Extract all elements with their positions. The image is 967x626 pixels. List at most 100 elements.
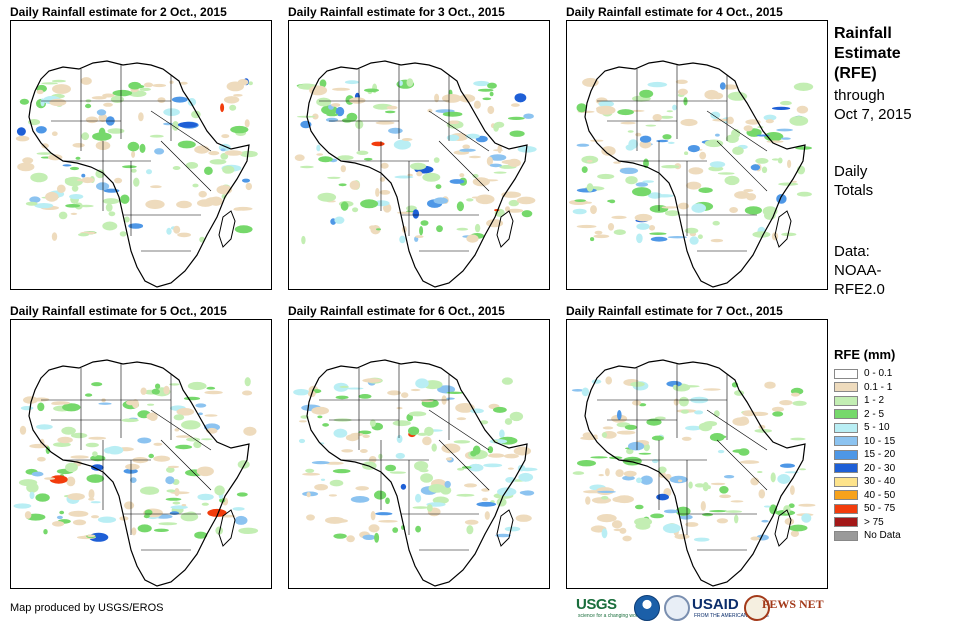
rainfall-blob (229, 104, 237, 111)
rainfall-blob (459, 148, 476, 152)
africa-coastline (28, 359, 250, 587)
rainfall-blob (78, 233, 89, 237)
rainfall-blob (731, 128, 741, 139)
rainfall-blob (102, 221, 118, 231)
rainfall-blob (356, 150, 369, 155)
rainfall-blob (493, 171, 507, 174)
rainfall-blob (628, 441, 645, 451)
rainfall-blob (13, 503, 32, 509)
rainfall-blob (664, 210, 681, 217)
rainfall-blob (793, 82, 814, 91)
rainfall-blob (458, 94, 476, 103)
rainfall-blob (25, 201, 38, 206)
rainfall-blob (51, 131, 58, 136)
rainfall-blob (650, 513, 664, 519)
rainfall-blob (772, 411, 784, 417)
rainfall-blob (680, 118, 698, 127)
rainfall-map (288, 319, 550, 589)
rainfall-blob (137, 437, 152, 444)
rainfall-blob (19, 479, 38, 487)
rainfall-blob (408, 426, 420, 436)
rainfall-blob (776, 128, 793, 132)
rainfall-blob (470, 408, 484, 414)
rainfall-blob (121, 418, 139, 423)
rainfall-blob (388, 127, 403, 134)
legend-label: 1 - 2 (864, 395, 885, 407)
rainfall-blob (788, 503, 795, 508)
rainfall-blob (663, 509, 679, 514)
rainfall-blob (360, 449, 368, 453)
rainfall-blob (145, 199, 165, 209)
legend-item: 0.1 - 1 (834, 381, 901, 395)
rainfall-blob (326, 113, 339, 117)
usaid-tagline: FROM THE AMERICAN PEOPLE (694, 613, 769, 619)
through-label: through (834, 87, 885, 104)
rainfall-blob (91, 382, 103, 387)
rainfall-blob (717, 172, 735, 175)
rainfall-blob (395, 452, 405, 459)
rainfall-blob (171, 96, 188, 103)
legend-swatch (834, 530, 858, 541)
rainfall-blob (590, 139, 604, 142)
rainfall-blob (583, 490, 603, 494)
rainfall-blob (169, 383, 180, 386)
rainfall-blob (172, 166, 181, 170)
rainfall-blob (146, 169, 152, 175)
rainfall-blob (408, 411, 427, 417)
rainfall-blob (698, 422, 713, 432)
rainfall-blob (683, 97, 688, 106)
rainfall-blob (92, 132, 112, 141)
rainfall-blob (795, 146, 812, 150)
rainfall-blob (516, 196, 536, 205)
rainfall-blob (666, 380, 682, 387)
rainfall-blob (419, 468, 429, 473)
rainfall-blob (85, 393, 93, 397)
rainfall-blob (36, 152, 53, 155)
rainfall-blob (163, 122, 173, 126)
rainfall-blob (493, 406, 507, 413)
legend-item: No Data (834, 529, 901, 543)
rainfall-blob (483, 463, 503, 468)
rainfall-blob (88, 497, 95, 501)
rainfall-blob (710, 238, 724, 243)
rainfall-blob (648, 225, 656, 231)
rainfall-blob (605, 468, 610, 477)
rainfall-blob (790, 485, 795, 496)
rainfall-blob (625, 176, 638, 185)
state-department-seal (664, 595, 690, 621)
rainfall-blob (345, 387, 364, 390)
legend-item: 20 - 30 (834, 462, 901, 476)
rainfall-blob (477, 88, 494, 92)
legend-swatch (834, 463, 858, 474)
rainfall-blob (125, 463, 140, 470)
rainfall-blob (632, 187, 652, 197)
rainfall-blob (688, 481, 693, 489)
rainfall-blob (68, 510, 89, 517)
rainfall-blob (331, 103, 341, 107)
rainfall-blob (487, 105, 495, 115)
panel-title: Daily Rainfall estimate for 3 Oct., 2015 (288, 5, 505, 19)
legend-item: 10 - 15 (834, 435, 901, 449)
rainfall-blob (704, 139, 724, 148)
rainfall-blob (616, 430, 636, 435)
rainfall-blob (433, 157, 440, 163)
rainfall-blob (392, 527, 399, 533)
rainfall-blob (601, 528, 608, 539)
rainfall-blob (91, 464, 104, 471)
rainfall-blob (221, 134, 230, 139)
rainfall-blob (422, 436, 432, 446)
rainfall-blob (30, 172, 48, 183)
rainfall-blob (29, 491, 35, 500)
rainfall-blob (401, 392, 409, 398)
rainfall-blob (64, 178, 71, 183)
rainfall-blob (24, 511, 32, 519)
rainfall-blob (43, 529, 48, 535)
rainfall-blob (334, 216, 345, 224)
panel-title: Daily Rainfall estimate for 2 Oct., 2015 (10, 5, 227, 19)
rainfall-blob (358, 394, 372, 399)
rainfall-blob (34, 203, 54, 209)
rainfall-blob (350, 496, 370, 503)
rainfall-blob (658, 466, 667, 474)
rainfall-blob (314, 484, 328, 491)
rainfall-blob (427, 108, 433, 113)
